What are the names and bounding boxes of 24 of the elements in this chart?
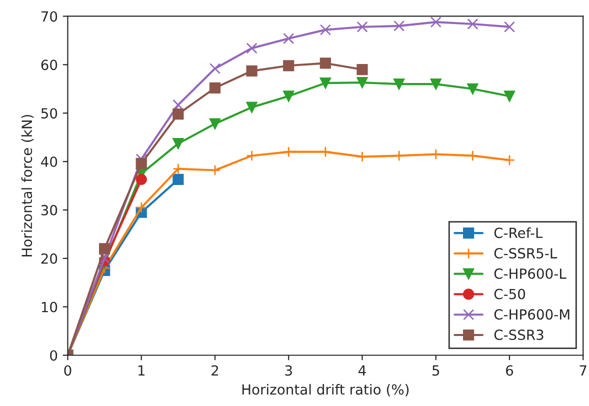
x-tick-label: 1	[138, 365, 144, 376]
legend-label: C-SSR3	[494, 330, 544, 340]
x-tick-label: 3	[285, 365, 292, 376]
y-tick-label: 50	[41, 108, 58, 119]
legend-label: C-HP600-L	[494, 268, 566, 279]
legend-label: C-Ref-L	[494, 227, 543, 238]
y-tick-label: 40	[41, 156, 58, 168]
x-tick-label: 5	[432, 365, 440, 376]
y-tick-label: 0	[50, 350, 58, 361]
y-tick-label: 10	[42, 302, 58, 312]
x-tick-label: 4	[358, 365, 366, 376]
x-axis-title: Horizontal drift ratio (%)	[242, 384, 409, 396]
x-tick-label: 0	[64, 365, 72, 376]
y-tick-label: 30	[41, 204, 58, 216]
y-tick-label: 60	[41, 60, 58, 70]
legend-label: C-SSR5-L	[494, 248, 558, 259]
x-tick-label: 7	[580, 365, 586, 376]
legend-label: C-HP600-M	[494, 309, 570, 320]
x-tick-label: 6	[506, 365, 514, 376]
y-tick-label: 20	[41, 253, 58, 264]
legend-label: C-50	[494, 288, 526, 300]
x-tick-label: 2	[212, 365, 218, 376]
y-tick-label: 70	[41, 11, 58, 22]
y-axis-title: Horizontal force (kN)	[21, 114, 34, 256]
